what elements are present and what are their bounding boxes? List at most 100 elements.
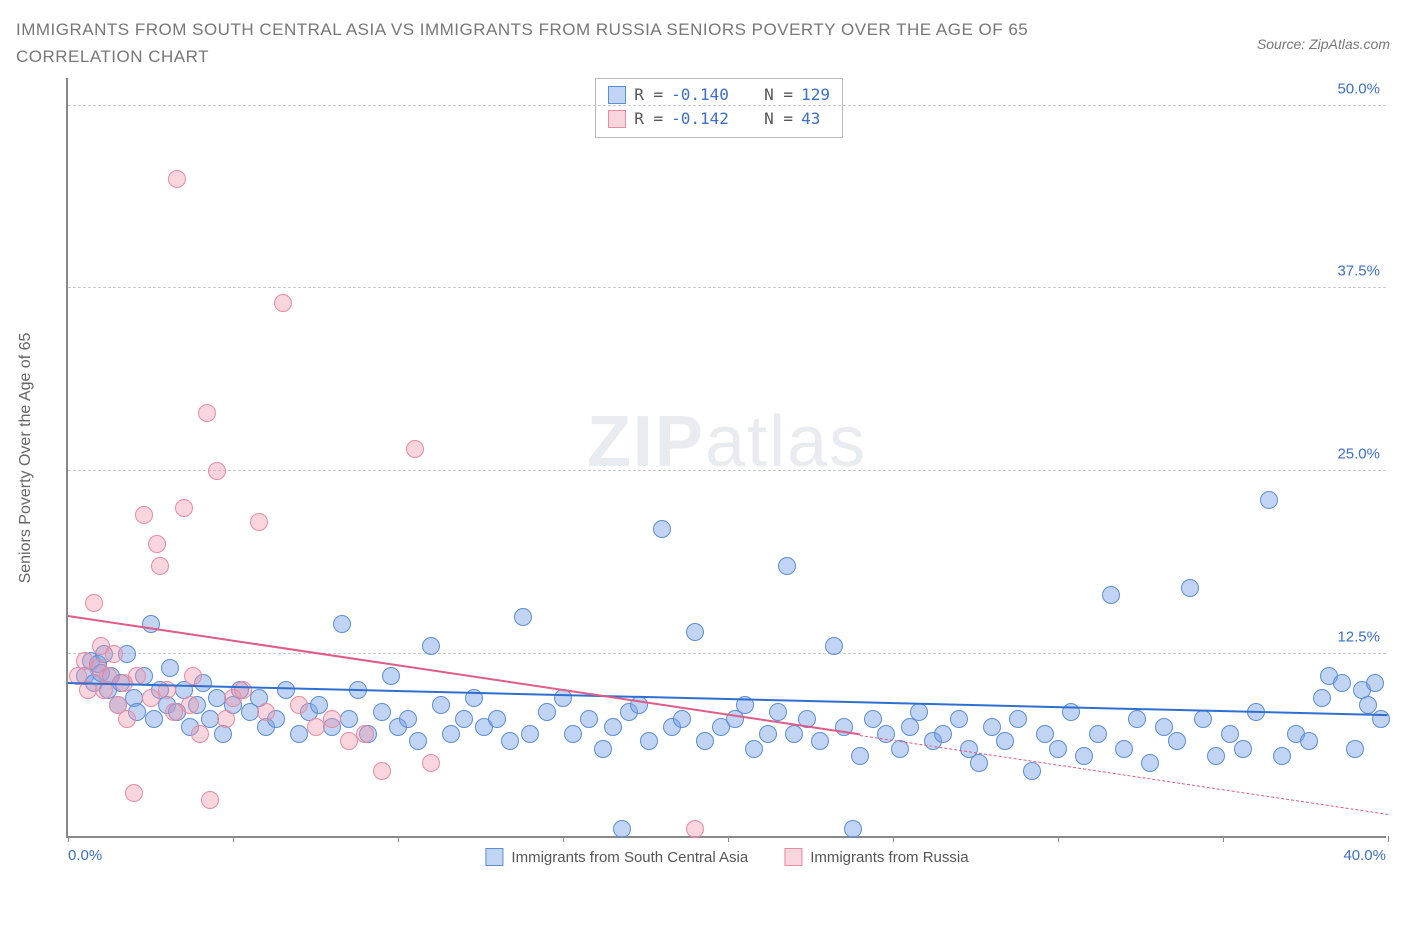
legend-label: Immigrants from South Central Asia xyxy=(511,849,748,866)
chart-title: IMMIGRANTS FROM SOUTH CENTRAL ASIA VS IM… xyxy=(16,16,1116,70)
data-point xyxy=(175,499,193,517)
data-point xyxy=(432,696,450,714)
data-point xyxy=(580,710,598,728)
data-point xyxy=(340,732,358,750)
x-tick xyxy=(728,836,729,842)
data-point xyxy=(1009,710,1027,728)
data-point xyxy=(864,710,882,728)
data-point xyxy=(1089,725,1107,743)
data-point xyxy=(455,710,473,728)
data-point xyxy=(686,623,704,641)
legend-swatch xyxy=(784,848,802,866)
data-point xyxy=(250,513,268,531)
data-point xyxy=(85,594,103,612)
y-tick-label: 12.5% xyxy=(1337,628,1380,645)
data-point xyxy=(290,696,308,714)
data-point xyxy=(277,681,295,699)
legend-swatch xyxy=(608,86,626,104)
x-tick xyxy=(1388,836,1389,842)
y-tick-label: 25.0% xyxy=(1337,446,1380,463)
data-point xyxy=(673,710,691,728)
data-point xyxy=(1273,747,1291,765)
x-tick xyxy=(563,836,564,842)
data-point xyxy=(696,732,714,750)
gridline xyxy=(68,653,1386,654)
x-tick xyxy=(1058,836,1059,842)
data-point xyxy=(181,696,199,714)
legend-swatch xyxy=(608,110,626,128)
source-attribution: Source: ZipAtlas.com xyxy=(1257,36,1390,52)
x-tick xyxy=(233,836,234,842)
data-point xyxy=(422,754,440,772)
data-point xyxy=(307,718,325,736)
chart-container: Seniors Poverty Over the Age of 65 ZIPat… xyxy=(16,78,1390,838)
x-axis-min-label: 0.0% xyxy=(68,847,102,864)
data-point xyxy=(653,520,671,538)
data-point xyxy=(844,820,862,838)
data-point xyxy=(521,725,539,743)
series-legend: Immigrants from South Central Asia Immigr… xyxy=(485,848,968,866)
data-point xyxy=(1023,762,1041,780)
data-point xyxy=(778,557,796,575)
data-point xyxy=(208,689,226,707)
legend-label: Immigrants from Russia xyxy=(810,849,968,866)
x-tick xyxy=(68,836,69,842)
data-point xyxy=(1075,747,1093,765)
data-point xyxy=(613,820,631,838)
data-point xyxy=(409,732,427,750)
r-value: -0.142 xyxy=(671,107,729,131)
data-point xyxy=(604,718,622,736)
data-point xyxy=(142,689,160,707)
legend-swatch xyxy=(485,848,503,866)
data-point xyxy=(538,703,556,721)
data-point xyxy=(851,747,869,765)
data-point xyxy=(983,718,1001,736)
data-point xyxy=(198,404,216,422)
data-point xyxy=(168,170,186,188)
n-label: N = xyxy=(764,107,793,131)
x-tick xyxy=(398,836,399,842)
data-point xyxy=(970,754,988,772)
data-point xyxy=(594,740,612,758)
data-point xyxy=(564,725,582,743)
data-point xyxy=(142,615,160,633)
y-tick-label: 37.5% xyxy=(1337,263,1380,280)
data-point xyxy=(640,732,658,750)
data-point xyxy=(118,710,136,728)
data-point xyxy=(399,710,417,728)
data-point xyxy=(257,703,275,721)
gridline xyxy=(68,287,1386,288)
data-point xyxy=(745,740,763,758)
data-point xyxy=(1221,725,1239,743)
data-point xyxy=(488,710,506,728)
data-point xyxy=(442,725,460,743)
y-axis-label: Seniors Poverty Over the Age of 65 xyxy=(17,333,35,584)
data-point xyxy=(1194,710,1212,728)
data-point xyxy=(125,784,143,802)
data-point xyxy=(759,725,777,743)
x-tick xyxy=(893,836,894,842)
data-point xyxy=(201,791,219,809)
x-tick xyxy=(1223,836,1224,842)
data-point xyxy=(811,732,829,750)
data-point xyxy=(422,637,440,655)
data-point xyxy=(148,535,166,553)
data-point xyxy=(686,820,704,838)
data-point xyxy=(1128,710,1146,728)
x-axis-max-label: 40.0% xyxy=(1343,847,1386,864)
data-point xyxy=(161,659,179,677)
data-point xyxy=(1260,491,1278,509)
data-point xyxy=(184,667,202,685)
data-point xyxy=(217,710,235,728)
data-point xyxy=(825,637,843,655)
legend-item: Immigrants from South Central Asia xyxy=(485,848,748,866)
data-point xyxy=(1366,674,1384,692)
data-point xyxy=(208,462,226,480)
data-point xyxy=(165,703,183,721)
data-point xyxy=(1155,718,1173,736)
correlation-stats-box: R =-0.140 N =129R =-0.142 N = 43 xyxy=(595,78,843,138)
data-point xyxy=(1333,674,1351,692)
data-point xyxy=(151,557,169,575)
data-point xyxy=(769,703,787,721)
data-point xyxy=(910,703,928,721)
